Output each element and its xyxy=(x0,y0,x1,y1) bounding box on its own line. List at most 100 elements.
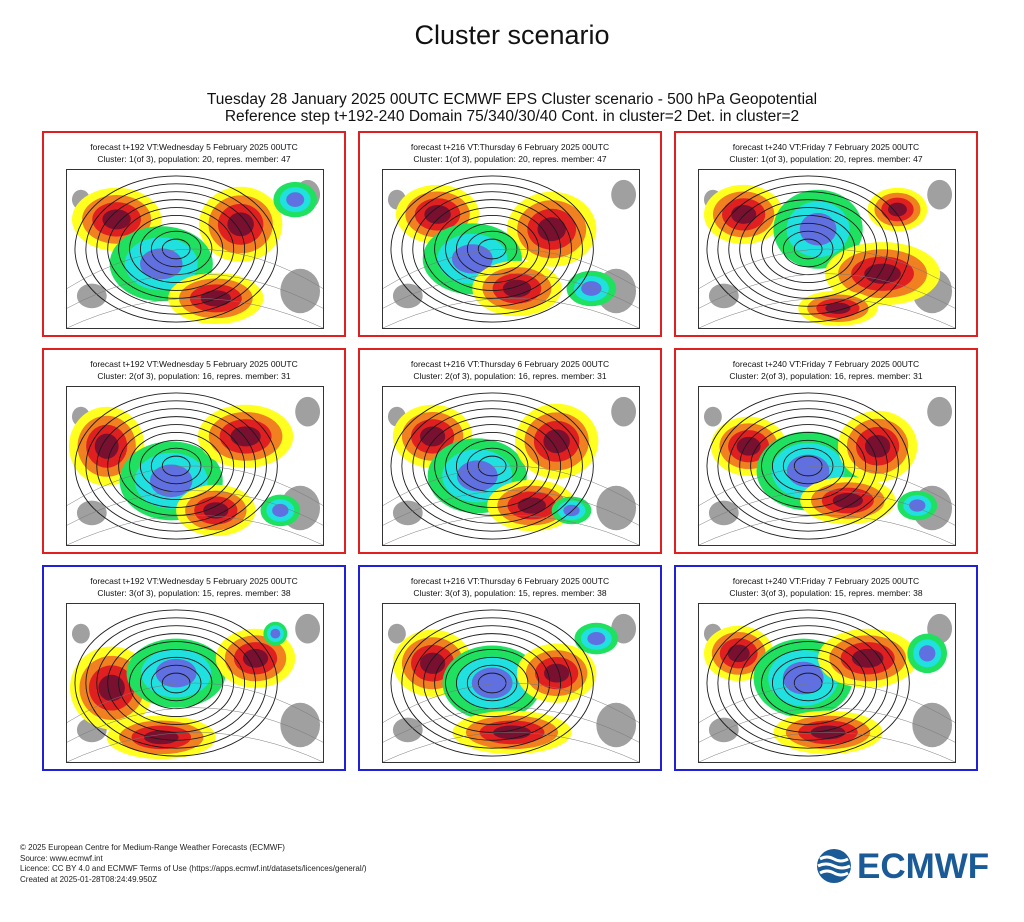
geopotential-contour xyxy=(401,400,583,532)
geopotential-contour xyxy=(434,207,551,291)
positive-anomaly-region xyxy=(864,263,901,284)
geopotential-contour xyxy=(434,424,551,508)
land-patch xyxy=(611,396,637,427)
panel-header: forecast t+192 VT:Wednesday 5 February 2… xyxy=(44,358,344,382)
geopotential-contour xyxy=(750,424,867,508)
panel-cluster-label: Cluster: 3(of 3), population: 15, repres… xyxy=(97,588,291,598)
geopotential-contour xyxy=(129,214,224,284)
graticule-line xyxy=(699,515,955,545)
geopotential-contour xyxy=(445,431,540,501)
panel-header: forecast t+216 VT:Thursday 6 February 20… xyxy=(360,358,660,382)
positive-anomaly-region xyxy=(537,217,566,242)
geopotential-contour xyxy=(761,214,856,284)
positive-anomaly-region xyxy=(887,202,907,217)
land-patch xyxy=(611,179,637,210)
panel-cluster-label: Cluster: 2(of 3), population: 16, repres… xyxy=(413,371,607,381)
panel-forecast-label: forecast t+192 VT:Wednesday 5 February 2… xyxy=(90,359,298,369)
chart-title-line1: Tuesday 28 January 2025 00UTC ECMWF EPS … xyxy=(206,91,818,108)
geopotential-contour xyxy=(74,175,278,323)
panel-cluster-label: Cluster: 3(of 3), population: 15, repres… xyxy=(413,588,607,598)
geopotential-contour xyxy=(107,633,246,733)
geopotential-contour xyxy=(761,431,856,501)
geopotential-contour xyxy=(423,633,562,733)
graticule-line xyxy=(383,273,639,309)
geopotential-contour xyxy=(118,207,235,291)
positive-anomaly-region xyxy=(102,209,131,230)
copyright-line: © 2025 European Centre for Medium-Range … xyxy=(20,843,285,852)
geopotential-contour xyxy=(412,408,572,524)
geopotential-contour xyxy=(401,183,583,315)
panel-cluster-label: Cluster: 2(of 3), population: 16, repres… xyxy=(97,371,291,381)
panel-forecast-label: forecast t+216 VT:Thursday 6 February 20… xyxy=(410,359,610,369)
graticule-line xyxy=(699,298,955,328)
positive-anomaly-region xyxy=(203,502,229,519)
graticule-line xyxy=(67,273,323,309)
negative-anomaly-region xyxy=(909,499,926,512)
chart-title-line2: Reference step t+192-240 Domain 75/340/3… xyxy=(224,108,800,125)
logo-text: ECMWF xyxy=(857,847,989,886)
geopotential-contour xyxy=(739,633,878,733)
anomaly-map-canvas xyxy=(699,609,955,762)
licence-line: Licence: CC BY 4.0 and ECMWF Terms of Us… xyxy=(20,864,367,873)
negative-anomaly-region xyxy=(451,244,493,274)
geopotential-contour xyxy=(74,392,278,540)
negative-anomaly-region xyxy=(140,248,183,280)
anomaly-map xyxy=(382,169,640,329)
geopotential-contour xyxy=(423,416,562,516)
geopotential-contour xyxy=(706,609,910,757)
graticule-line xyxy=(67,298,323,328)
geopotential-contour xyxy=(739,199,878,299)
land-patch xyxy=(295,396,321,427)
graticule-line xyxy=(699,707,955,743)
negative-anomaly-region xyxy=(272,503,289,517)
geopotential-contour xyxy=(85,183,267,315)
panel-forecast-label: forecast t+192 VT:Wednesday 5 February 2… xyxy=(90,142,298,152)
panel-cluster2-t192: forecast t+192 VT:Wednesday 5 February 2… xyxy=(42,348,346,554)
geopotential-contour xyxy=(717,400,899,532)
anomaly-map-canvas xyxy=(67,392,323,545)
panel-header: forecast t+216 VT:Thursday 6 February 20… xyxy=(360,575,660,599)
negative-anomaly-region xyxy=(563,504,580,517)
anomaly-map-canvas xyxy=(67,175,323,328)
anomaly-map xyxy=(66,386,324,546)
positive-anomaly-region xyxy=(227,212,254,237)
graticule-line xyxy=(67,248,323,289)
graticule-line xyxy=(699,682,955,723)
graticule-line xyxy=(699,732,955,762)
geopotential-contour xyxy=(717,183,899,315)
panel-forecast-label: forecast t+216 VT:Thursday 6 February 20… xyxy=(410,142,610,152)
geopotential-contour xyxy=(129,648,224,718)
land-patch xyxy=(596,485,637,531)
graticule-line xyxy=(383,298,639,328)
graticule-line xyxy=(67,515,323,545)
geopotential-contour xyxy=(401,617,583,749)
panel-cluster2-t240: forecast t+240 VT:Friday 7 February 2025… xyxy=(674,348,978,554)
graticule-line xyxy=(67,465,323,506)
graticule-line xyxy=(699,248,955,289)
geopotential-contour xyxy=(85,400,267,532)
panel-cluster1-t192: forecast t+192 VT:Wednesday 5 February 2… xyxy=(42,131,346,337)
positive-anomaly-region xyxy=(419,426,446,447)
negative-anomaly-region xyxy=(786,454,830,488)
anomaly-map-canvas xyxy=(383,175,639,328)
graticule-line xyxy=(699,465,955,506)
panel-forecast-label: forecast t+240 VT:Friday 7 February 2025… xyxy=(732,576,920,586)
panel-cluster-label: Cluster: 1(of 3), population: 20, repres… xyxy=(97,154,291,164)
anomaly-map xyxy=(698,386,956,546)
created-line: Created at 2025-01-28T08:24:49.950Z xyxy=(20,874,157,884)
land-patch xyxy=(280,268,321,314)
positive-anomaly-region xyxy=(825,302,851,314)
positive-anomaly-region xyxy=(94,433,119,459)
panel-cluster3-t216: forecast t+216 VT:Thursday 6 February 20… xyxy=(358,565,662,771)
negative-anomaly-region xyxy=(587,632,606,646)
page-title: Cluster scenario xyxy=(414,20,610,50)
graticule-line xyxy=(383,707,639,743)
positive-anomaly-region xyxy=(424,205,451,224)
panel-cluster3-t240: forecast t+240 VT:Friday 7 February 2025… xyxy=(674,565,978,771)
geopotential-contour xyxy=(129,431,224,501)
negative-anomaly-region xyxy=(581,281,602,296)
panel-header: forecast t+240 VT:Friday 7 February 2025… xyxy=(676,575,976,599)
geopotential-contour xyxy=(107,199,246,299)
geopotential-contour xyxy=(728,191,888,307)
land-patch xyxy=(295,613,321,644)
